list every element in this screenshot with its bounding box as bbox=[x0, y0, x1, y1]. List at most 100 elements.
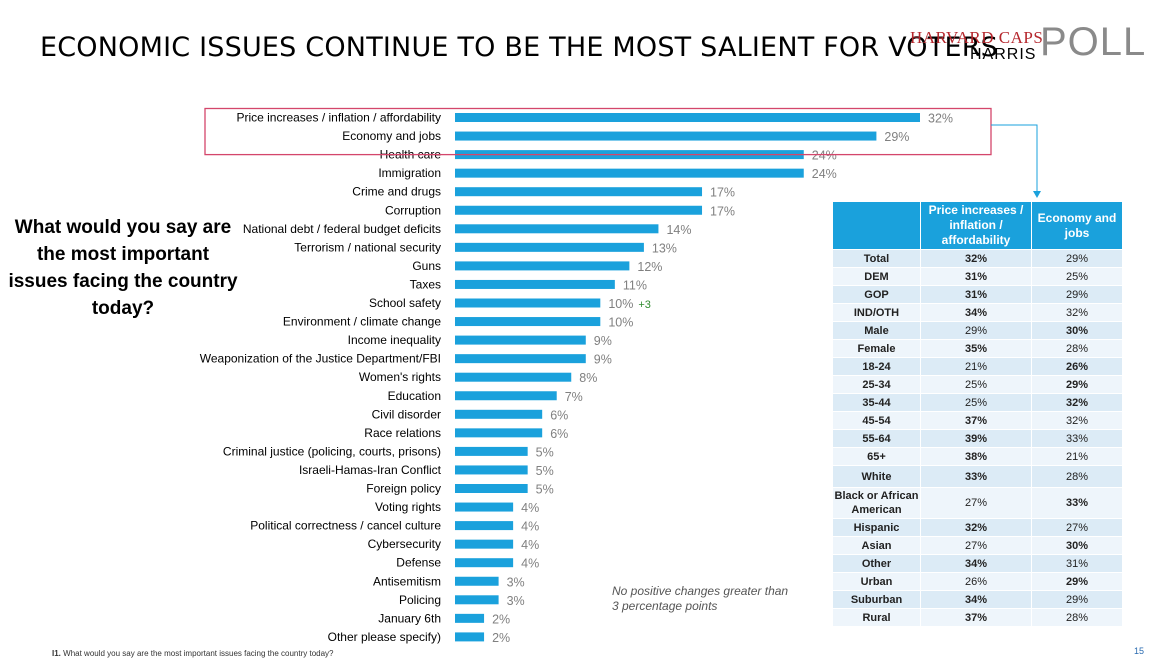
harvard-caps-harris-poll-logo: HARVARD CAPS HARRIS POLL bbox=[910, 20, 1150, 74]
crosstab-cell: 29% bbox=[1031, 590, 1123, 609]
change-label: +3 bbox=[638, 299, 651, 311]
bar bbox=[455, 576, 499, 586]
category-label: Income inequality bbox=[348, 333, 441, 347]
value-label: 17% bbox=[710, 204, 735, 218]
crosstab-row-label: 45-54 bbox=[832, 411, 921, 430]
crosstab-cell: 39% bbox=[920, 429, 1032, 448]
connector-arrow-icon bbox=[1033, 191, 1041, 198]
crosstab-cell: 21% bbox=[920, 357, 1032, 376]
crosstab-cell: 38% bbox=[920, 447, 1032, 466]
crosstab-row: 35-44 25% 32% bbox=[832, 393, 1123, 412]
crosstab-row: 18-24 21% 26% bbox=[832, 357, 1123, 376]
category-label: Price increases / inflation / affordabil… bbox=[236, 111, 441, 125]
logo-line-2: HARRIS bbox=[970, 46, 1037, 63]
value-label: 11% bbox=[623, 278, 647, 292]
crosstab-row: Rural 37% 28% bbox=[832, 608, 1123, 627]
crosstab-row: 55-64 39% 33% bbox=[832, 429, 1123, 448]
crosstab-cell: 32% bbox=[1031, 303, 1123, 322]
crosstab-cell: 27% bbox=[1031, 518, 1123, 537]
category-label: Guns bbox=[412, 259, 441, 273]
value-label: 9% bbox=[594, 334, 612, 348]
bar bbox=[455, 113, 920, 122]
value-label: 6% bbox=[550, 427, 568, 441]
crosstab-row-label: Urban bbox=[832, 572, 921, 591]
bar bbox=[455, 279, 615, 289]
crosstab-row: Urban 26% 29% bbox=[832, 572, 1123, 591]
crosstab-row-label: 25-34 bbox=[832, 375, 921, 394]
value-label: 3% bbox=[507, 594, 525, 608]
bar bbox=[455, 428, 543, 438]
crosstab-row: DEM 31% 25% bbox=[832, 267, 1123, 286]
crosstab-cell: 32% bbox=[1031, 411, 1123, 430]
category-label: Foreign policy bbox=[366, 482, 441, 496]
value-label: 4% bbox=[521, 557, 539, 571]
crosstab-cell: 28% bbox=[1031, 339, 1123, 358]
changes-note: No positive changes greater than 3 perce… bbox=[612, 584, 789, 613]
category-label: Political correctness / cancel culture bbox=[250, 519, 441, 533]
question-footnote: I1. What would you say are the most impo… bbox=[52, 649, 334, 658]
value-label: 29% bbox=[884, 130, 909, 144]
crosstab-row: 65+ 38% 21% bbox=[832, 447, 1123, 466]
category-label: School safety bbox=[369, 296, 441, 310]
crosstab-cell: 34% bbox=[920, 554, 1032, 573]
category-label: Other please specify) bbox=[328, 630, 441, 644]
bar bbox=[455, 391, 557, 401]
page-number: 15 bbox=[1134, 646, 1145, 656]
survey-question: What would you say are the most importan… bbox=[8, 217, 238, 319]
slide-title: ECONOMIC ISSUES CONTINUE TO BE THE MOST … bbox=[40, 32, 999, 63]
value-label: 14% bbox=[666, 223, 691, 237]
crosstab-cell: 31% bbox=[920, 267, 1032, 286]
bar bbox=[455, 261, 630, 271]
crosstab-corner bbox=[832, 201, 921, 250]
crosstab-cell: 29% bbox=[1031, 375, 1123, 394]
crosstab-row-label: GOP bbox=[832, 285, 921, 304]
crosstab-cell: 31% bbox=[920, 285, 1032, 304]
bar bbox=[455, 484, 528, 493]
bar bbox=[455, 521, 514, 531]
category-label: Policing bbox=[399, 593, 441, 607]
crosstab-row: Total 32% 29% bbox=[832, 249, 1123, 268]
value-label: 12% bbox=[637, 260, 662, 274]
bar bbox=[455, 372, 572, 382]
crosstab-cell: 29% bbox=[1031, 249, 1123, 268]
crosstab-row: Male 29% 30% bbox=[832, 321, 1123, 340]
crosstab-row-label: Female bbox=[832, 339, 921, 358]
crosstab-cell: 28% bbox=[1031, 465, 1123, 488]
crosstab-row: Suburban 34% 29% bbox=[832, 590, 1123, 609]
category-label: Terrorism / national security bbox=[294, 240, 441, 254]
crosstab-cell: 35% bbox=[920, 339, 1032, 358]
category-label: Women's rights bbox=[359, 370, 441, 384]
crosstab-cell: 31% bbox=[1031, 554, 1123, 573]
crosstab-row-label: 35-44 bbox=[832, 393, 921, 412]
crosstab-col-header: Price increases / inflation / affordabil… bbox=[920, 201, 1032, 250]
category-label: January 6th bbox=[378, 611, 441, 625]
crosstab-row: 45-54 37% 32% bbox=[832, 411, 1123, 430]
crosstab-cell: 32% bbox=[920, 249, 1032, 268]
crosstab-cell: 33% bbox=[920, 465, 1032, 488]
crosstab-cell: 32% bbox=[1031, 393, 1123, 412]
crosstab-row-label: Hispanic bbox=[832, 518, 921, 537]
value-label: 13% bbox=[652, 241, 677, 255]
crosstab-cell: 25% bbox=[920, 393, 1032, 412]
crosstab-row-label: Black or African American bbox=[832, 487, 921, 519]
crosstab-row-label: Asian bbox=[832, 536, 921, 555]
bar bbox=[455, 131, 877, 141]
value-label: 5% bbox=[536, 483, 554, 497]
value-label: 4% bbox=[521, 520, 539, 534]
value-label: 10% bbox=[608, 316, 633, 330]
bar bbox=[455, 242, 644, 252]
bar bbox=[455, 465, 528, 475]
value-label: 17% bbox=[710, 186, 735, 200]
logo-line-1: HARVARD CAPS bbox=[910, 28, 1044, 47]
bar bbox=[455, 558, 514, 568]
crosstab-cell: 27% bbox=[920, 536, 1032, 555]
crosstab-cell: 21% bbox=[1031, 447, 1123, 466]
bar bbox=[455, 354, 586, 364]
crosstab-row: 25-34 25% 29% bbox=[832, 375, 1123, 394]
crosstab-cell: 30% bbox=[1031, 536, 1123, 555]
footnote-prefix: I1. bbox=[52, 649, 61, 658]
crosstab-row-label: Total bbox=[832, 249, 921, 268]
crosstab-cell: 29% bbox=[1031, 285, 1123, 304]
value-label: 9% bbox=[594, 353, 612, 367]
crosstab-row-label: 55-64 bbox=[832, 429, 921, 448]
